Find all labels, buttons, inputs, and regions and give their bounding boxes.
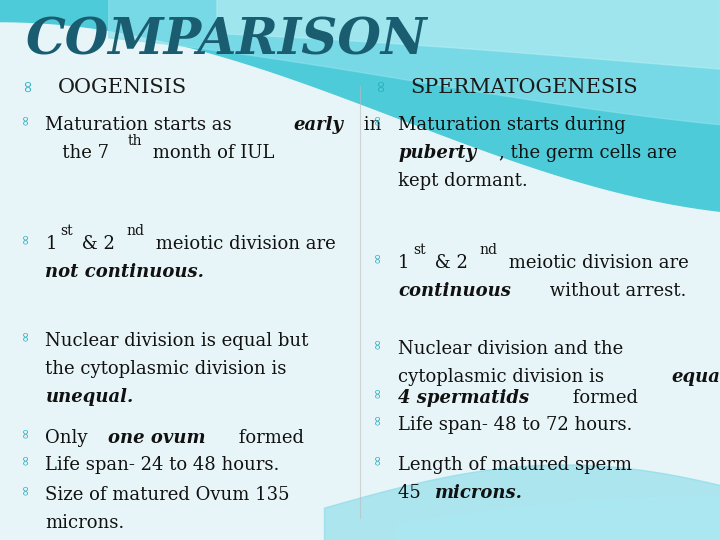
Text: Nuclear division and the: Nuclear division and the (398, 340, 624, 358)
Text: not continuous.: not continuous. (45, 263, 204, 281)
Text: meiotic division are: meiotic division are (503, 254, 688, 272)
Text: unequal.: unequal. (45, 388, 134, 406)
Text: OOGENISIS: OOGENISIS (58, 78, 186, 97)
Text: th: th (128, 133, 143, 147)
Text: ∞: ∞ (18, 427, 32, 438)
Text: microns.: microns. (435, 484, 523, 502)
Text: nd: nd (127, 224, 145, 238)
Text: ∞: ∞ (371, 454, 384, 465)
Text: Life span- 48 to 72 hours.: Life span- 48 to 72 hours. (398, 416, 633, 434)
Text: meiotic division are: meiotic division are (150, 235, 336, 253)
Text: nd: nd (480, 243, 498, 257)
Text: one ovum: one ovum (107, 429, 205, 447)
Text: ∞: ∞ (371, 386, 384, 397)
Text: ∞: ∞ (18, 454, 32, 465)
Text: 1: 1 (45, 235, 57, 253)
Text: early: early (294, 116, 343, 134)
Text: continuous: continuous (398, 282, 511, 300)
Text: in: in (358, 116, 382, 134)
Text: st: st (60, 224, 73, 238)
Text: & 2: & 2 (76, 235, 115, 253)
Text: Maturation starts as: Maturation starts as (45, 116, 238, 134)
Text: puberty: puberty (398, 144, 477, 162)
Text: ∞: ∞ (18, 329, 32, 341)
Text: Maturation starts during: Maturation starts during (398, 116, 626, 134)
Text: ∞: ∞ (371, 251, 384, 262)
Text: ∞: ∞ (18, 78, 36, 92)
Text: ∞: ∞ (18, 232, 32, 244)
Text: the cytoplasmic division is: the cytoplasmic division is (45, 360, 287, 378)
Text: formed: formed (567, 389, 639, 407)
Text: COMPARISON: COMPARISON (25, 16, 427, 65)
Text: ∞: ∞ (371, 338, 384, 349)
Text: without arrest.: without arrest. (544, 282, 686, 300)
Text: month of IUL: month of IUL (147, 144, 274, 162)
Text: Nuclear division is equal but: Nuclear division is equal but (45, 332, 309, 350)
Text: ∞: ∞ (18, 483, 32, 495)
Text: ∞: ∞ (371, 78, 389, 92)
Text: st: st (413, 243, 426, 257)
Text: SPERMATOGENESIS: SPERMATOGENESIS (410, 78, 638, 97)
Text: 1: 1 (398, 254, 410, 272)
Text: ∞: ∞ (371, 113, 384, 125)
Text: 4 spermatids: 4 spermatids (398, 389, 529, 407)
Text: Life span- 24 to 48 hours.: Life span- 24 to 48 hours. (45, 456, 280, 474)
Text: formed: formed (233, 429, 305, 447)
Text: & 2: & 2 (429, 254, 468, 272)
Text: the 7: the 7 (45, 144, 109, 162)
Text: cytoplasmic division is: cytoplasmic division is (398, 368, 610, 386)
Text: ∞: ∞ (18, 113, 32, 125)
Text: , the germ cells are: , the germ cells are (499, 144, 677, 162)
Text: 45: 45 (398, 484, 427, 502)
Text: Size of matured Ovum 135: Size of matured Ovum 135 (45, 486, 290, 504)
Text: Only: Only (45, 429, 94, 447)
Text: ∞: ∞ (371, 413, 384, 424)
Text: kept dormant.: kept dormant. (398, 172, 528, 190)
Text: Length of matured sperm: Length of matured sperm (398, 456, 632, 474)
Text: equal.: equal. (671, 368, 720, 386)
Text: microns.: microns. (45, 514, 125, 532)
